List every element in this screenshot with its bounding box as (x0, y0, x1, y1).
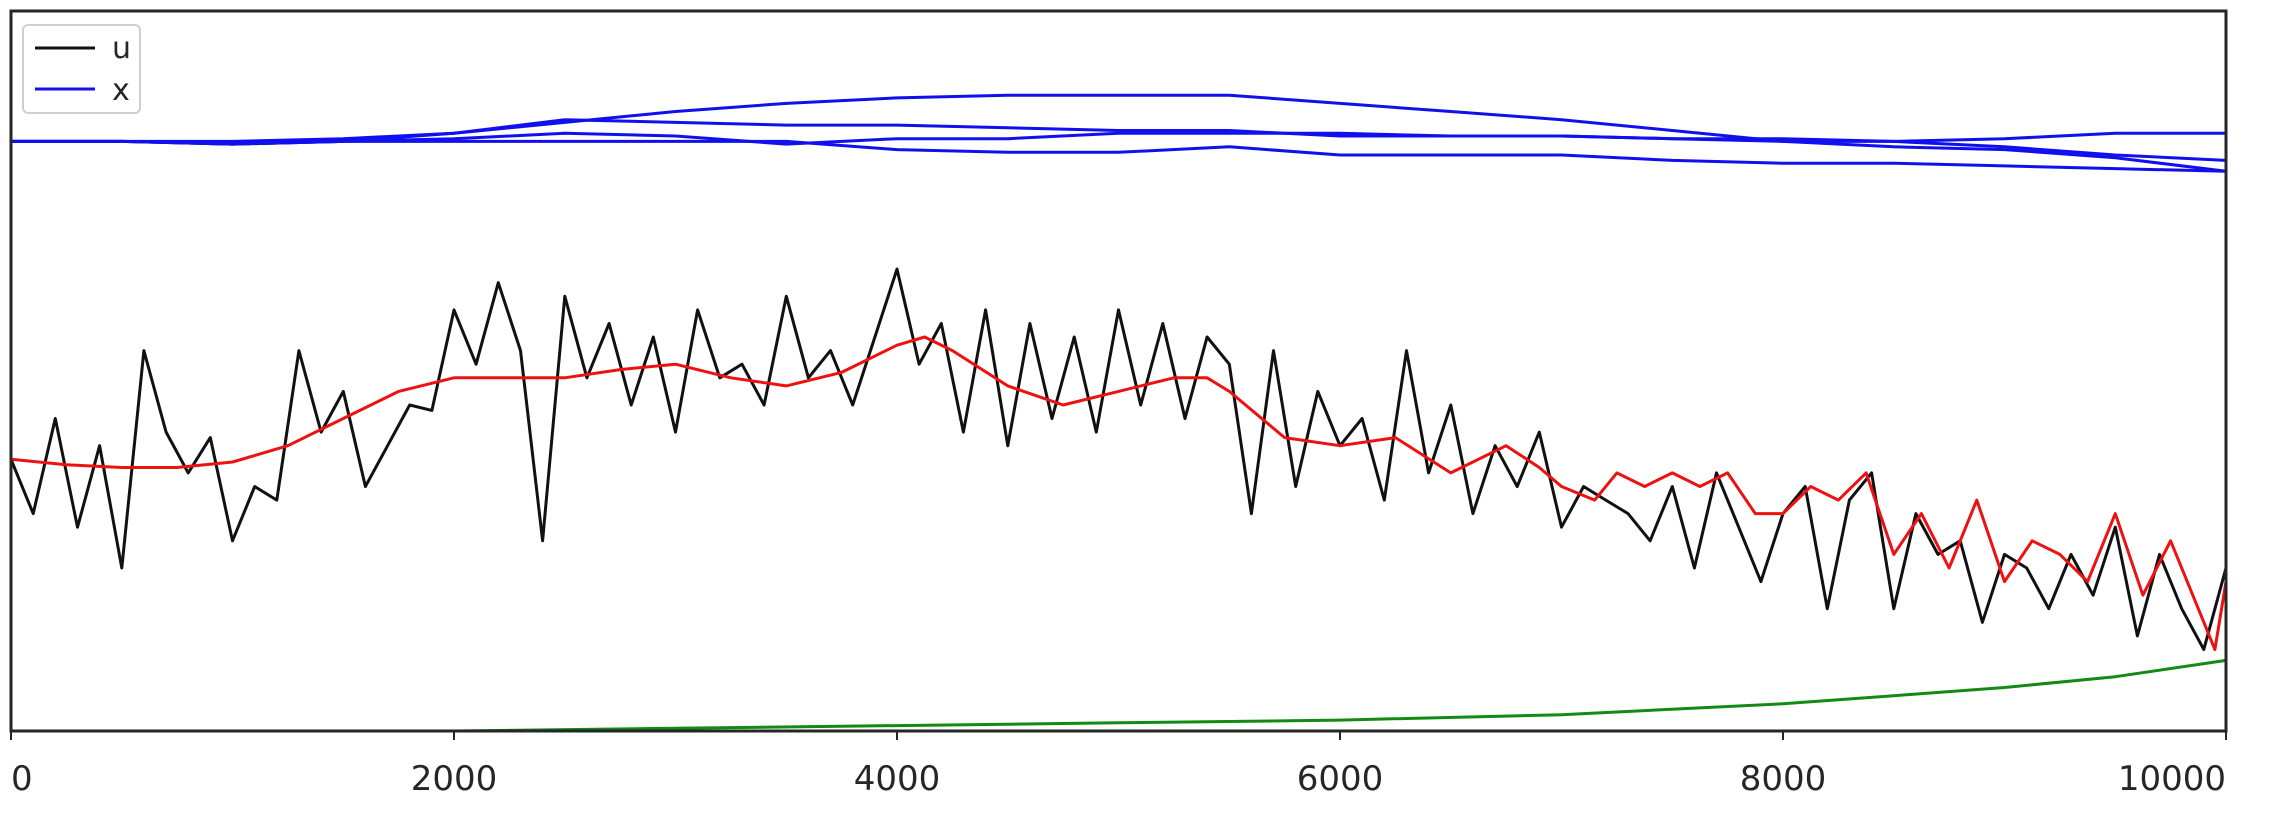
legend: u x (22, 24, 141, 114)
series-line-0 (9, 267, 2228, 651)
x-tick-label-5: 10000 (2118, 759, 2226, 799)
legend-label-u: u (112, 31, 131, 66)
x-tick-label-1: 2000 (411, 759, 498, 799)
series-line-2 (11, 93, 2227, 173)
series-line-5 (11, 139, 2227, 173)
x-axis: 0 2000 4000 6000 8000 10000 (10, 731, 2227, 799)
series-layer (9, 93, 2228, 733)
series-line-6 (11, 658, 2227, 733)
x-tick-label-3: 6000 (1297, 759, 1384, 799)
series-line-1 (10, 335, 2228, 651)
x-tick-label-2: 4000 (854, 759, 941, 799)
x-tick-label-4: 8000 (1740, 759, 1827, 799)
axes-frame (9, 9, 2228, 733)
x-tick-label-0: 0 (11, 759, 33, 799)
legend-label-x: x (112, 73, 130, 108)
